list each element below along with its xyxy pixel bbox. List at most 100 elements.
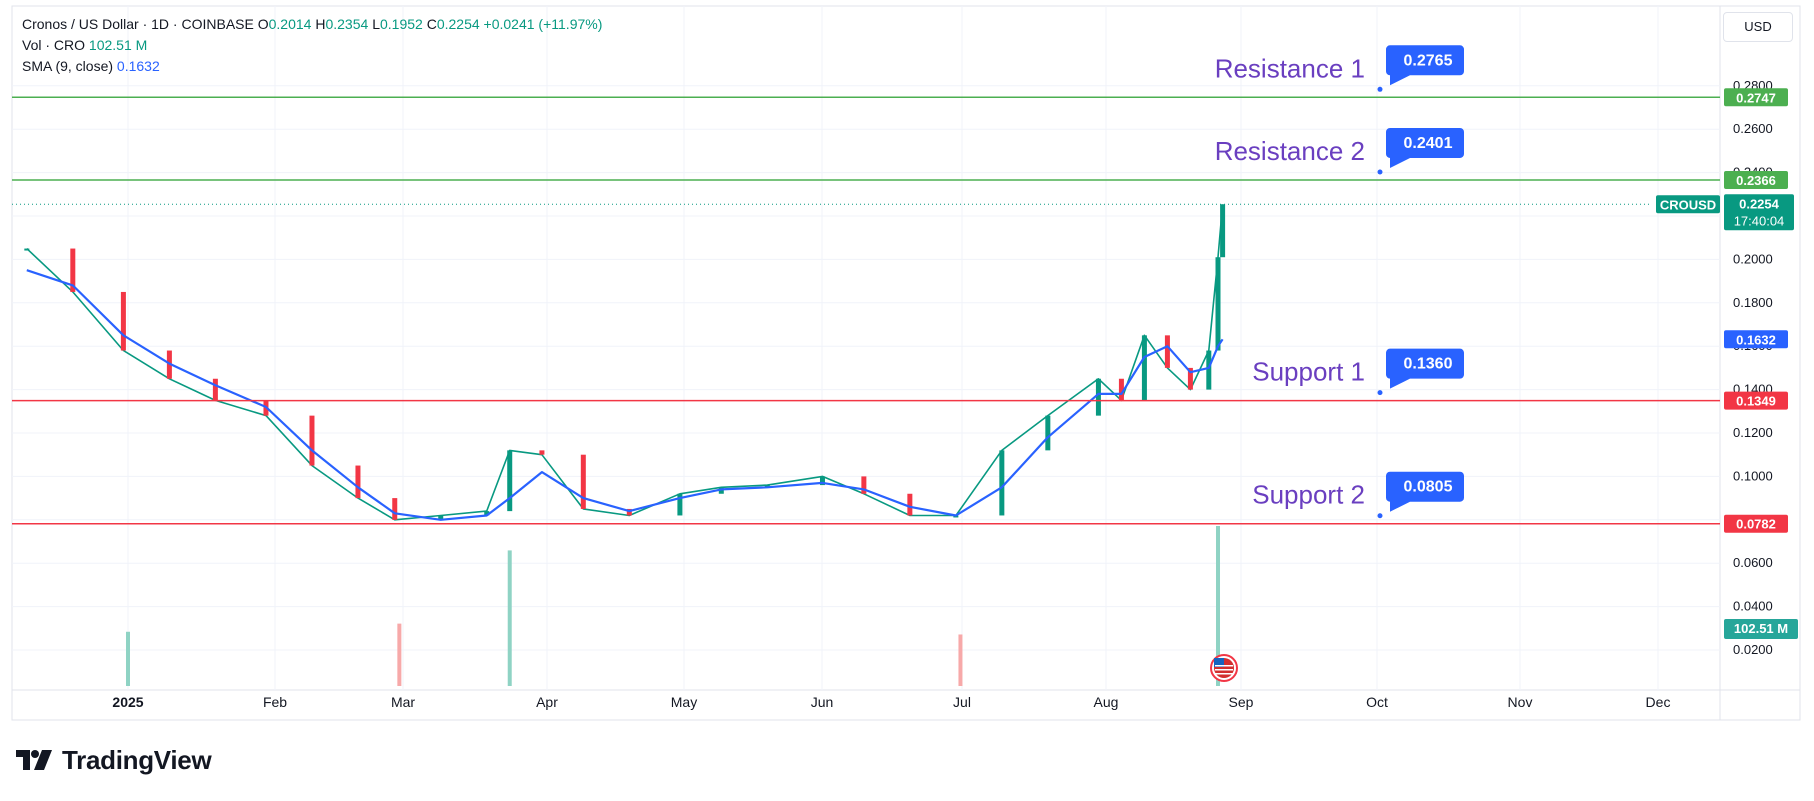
tradingview-logo-icon — [16, 750, 52, 770]
volume-bar — [1216, 526, 1221, 686]
symbol-badge-text: CROUSD — [1660, 197, 1716, 212]
x-tick-label: 2025 — [112, 694, 143, 710]
x-tick-label: Dec — [1646, 694, 1671, 710]
y-tick-label: 0.1000 — [1733, 468, 1773, 483]
legend-volume-label[interactable]: Vol · CRO — [22, 37, 86, 53]
price-candle — [677, 493, 683, 516]
level-axis-badge-text: 0.1349 — [1736, 394, 1776, 409]
level-axis-badge — [1724, 88, 1788, 107]
y-tick-label: 0.2000 — [1733, 251, 1773, 266]
price-series-line — [26, 204, 1224, 521]
price-candle — [24, 248, 30, 251]
price-candle — [70, 248, 76, 292]
level-anchor-dot — [1377, 513, 1383, 519]
price-candle — [309, 415, 315, 466]
level-label: Support 2 — [1252, 480, 1365, 510]
volume-bar — [397, 623, 402, 686]
symbol-badge — [1656, 195, 1720, 214]
level-anchor-dot — [1377, 390, 1383, 396]
price-candle — [438, 515, 444, 520]
level-callout — [1386, 127, 1464, 168]
legend-sma-label[interactable]: SMA (9, close) — [22, 58, 114, 74]
legend-low-value: 0.1952 — [379, 16, 423, 32]
chart-legend: Cronos / US Dollar · 1D · COINBASE O0.20… — [22, 14, 602, 77]
level-callout-value: 0.2765 — [1404, 52, 1453, 69]
price-candle — [1206, 350, 1212, 390]
y-tick-label: 0.1200 — [1733, 425, 1773, 440]
legend-symbol[interactable]: Cronos / US Dollar · 1D · COINBASE — [22, 16, 254, 32]
legend-change: +0.0241 (+11.97%) — [483, 16, 603, 32]
price-candle — [626, 508, 632, 516]
us-flag-icon-stripe — [1215, 665, 1233, 667]
us-flag-icon-canton — [1214, 658, 1224, 667]
y-tick-label: 0.0600 — [1733, 555, 1773, 570]
price-candle — [1187, 367, 1193, 390]
price-candle — [907, 493, 913, 516]
x-tick-label: Aug — [1094, 694, 1119, 710]
y-tick-label: 0.1800 — [1733, 295, 1773, 310]
price-candle — [1141, 335, 1147, 401]
level-callout — [1386, 348, 1464, 389]
legend-close-label: C — [426, 16, 437, 32]
sma-badge — [1724, 330, 1788, 349]
us-flag-icon-stripe — [1215, 669, 1233, 671]
level-anchor-dot — [1377, 169, 1383, 175]
level-callout — [1386, 471, 1464, 512]
price-candle — [539, 450, 545, 455]
countdown-badge-text: 17:40:04 — [1734, 213, 1785, 228]
sma-badge-text: 0.1632 — [1736, 332, 1776, 347]
price-candle — [580, 454, 586, 509]
price-candle — [507, 450, 513, 512]
legend-sma-row: SMA (9, close) 0.1632 — [22, 56, 602, 77]
price-candle — [764, 485, 770, 488]
price-candle — [392, 498, 398, 520]
legend-volume-row: Vol · CRO 102.51 M — [22, 35, 602, 56]
legend-open-value: 0.2014 — [268, 16, 312, 32]
currency-button[interactable]: USD — [1723, 12, 1793, 42]
y-tick-label: 0.2600 — [1733, 121, 1773, 136]
x-tick-label: Feb — [263, 694, 287, 710]
level-axis-badge-text: 0.0782 — [1736, 517, 1776, 532]
volume-bar — [126, 631, 130, 686]
x-tick-label: May — [671, 694, 697, 710]
legend-symbol-row: Cronos / US Dollar · 1D · COINBASE O0.20… — [22, 14, 602, 35]
level-axis-badge — [1724, 391, 1788, 410]
x-tick-label: Nov — [1508, 694, 1533, 710]
level-label: Resistance 2 — [1215, 136, 1365, 166]
price-candle — [1095, 378, 1101, 416]
price-candle — [1215, 257, 1221, 351]
last-price-badge-text: 0.2254 — [1739, 196, 1780, 211]
chart-border — [11, 5, 1801, 721]
legend-high-label: H — [315, 16, 326, 32]
legend-high-value: 0.2354 — [325, 16, 369, 32]
level-anchor-dot — [1377, 86, 1383, 92]
price-candle — [861, 476, 867, 494]
volume-bar — [507, 550, 512, 686]
legend-sma-value: 0.1632 — [116, 58, 160, 74]
legend-volume-value: 102.51 M — [88, 37, 148, 53]
price-candle — [819, 476, 825, 486]
brand-name: TradingView — [62, 744, 212, 775]
tradingview-brand[interactable]: TradingView — [14, 742, 212, 778]
price-candle — [484, 511, 490, 516]
y-tick-label: 0.0200 — [1733, 642, 1773, 657]
volume-badge — [1724, 619, 1798, 639]
last-price-badge — [1724, 194, 1794, 231]
price-candle — [1164, 335, 1170, 368]
level-callout-value: 0.2401 — [1404, 135, 1453, 152]
legend-close-value: 0.2254 — [436, 16, 480, 32]
sma-series-line — [26, 269, 1224, 521]
legend-low-label: L — [372, 16, 380, 32]
level-callout-value: 0.0805 — [1404, 479, 1453, 496]
level-callout-value: 0.1360 — [1404, 356, 1453, 373]
x-tick-label: Sep — [1229, 694, 1254, 710]
level-axis-badge — [1724, 514, 1788, 533]
x-tick-label: Apr — [536, 694, 558, 710]
x-tick-label: Jun — [811, 694, 834, 710]
level-axis-badge — [1724, 170, 1788, 189]
price-candle — [1220, 204, 1226, 258]
volume-badge-text: 102.51 M — [1734, 621, 1788, 636]
level-label: Support 1 — [1252, 357, 1365, 387]
